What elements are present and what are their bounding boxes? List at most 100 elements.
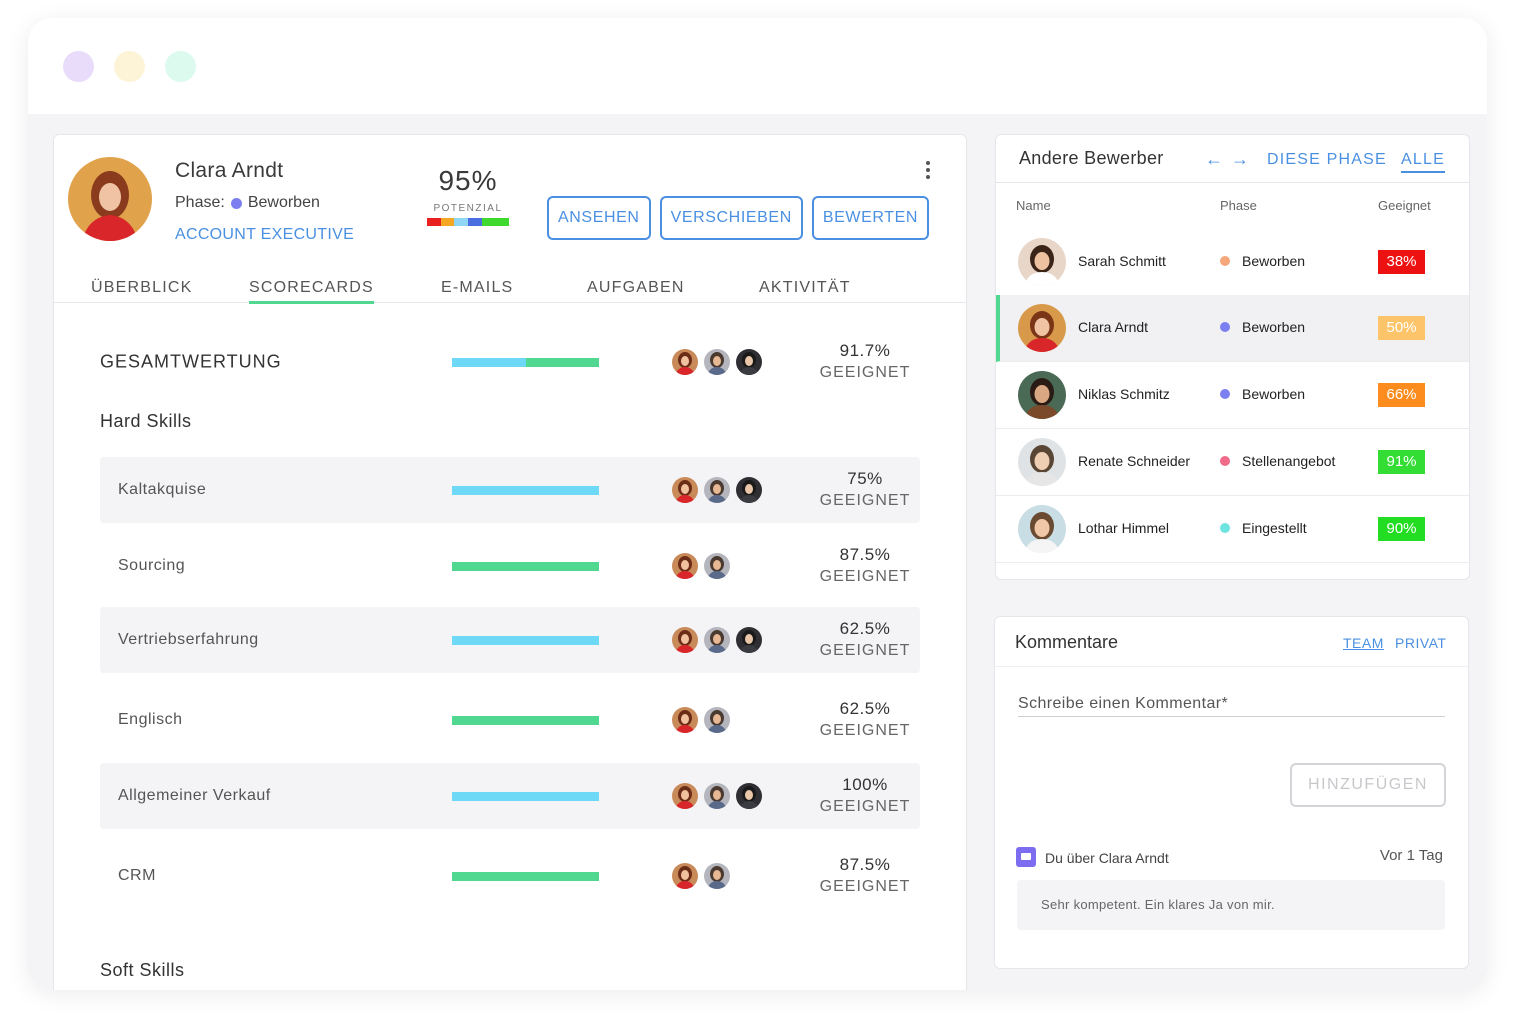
candidate-row[interactable]: Niklas Schmitz Beworben 66% <box>996 362 1469 429</box>
candidate-row-phase-label: Beworben <box>1242 386 1306 402</box>
reviewer-avatars <box>672 627 762 653</box>
window-dot-yellow[interactable] <box>114 51 145 82</box>
more-options-icon[interactable] <box>925 161 931 179</box>
score-percent: 75% <box>847 469 883 488</box>
candidate-row[interactable]: Lothar Himmel Eingestellt 90% <box>996 496 1469 563</box>
score-row[interactable]: Sourcing 87.5% GEEIGNET <box>100 533 920 599</box>
fit-badge: 66% <box>1378 383 1425 407</box>
candidate-row-avatar <box>1018 505 1066 553</box>
fit-badge: 50% <box>1378 316 1425 340</box>
potential-bar-segment <box>454 218 469 226</box>
candidate-phase-label: Phase: <box>175 194 225 211</box>
candidate-row-avatar <box>1018 304 1066 352</box>
potential-score: 95% POTENZIAL <box>427 165 510 226</box>
candidate-avatar <box>68 157 152 241</box>
candidate-panel: Clara Arndt Phase: Beworben ACCOUNT EXEC… <box>53 134 967 990</box>
score-percent: 87.5% <box>839 545 891 564</box>
comment-time: Vor 1 Tag <box>1379 847 1443 864</box>
other-candidates-header: Andere Bewerber ← → DIESE PHASE ALLE <box>996 135 1469 183</box>
reviewer-avatar <box>704 863 730 889</box>
filter-this-phase[interactable]: DIESE PHASE <box>1267 151 1387 168</box>
score-label: CRM <box>118 867 156 884</box>
score-row[interactable]: Englisch 62.5% GEEIGNET <box>100 687 920 753</box>
reviewer-avatar <box>736 783 762 809</box>
score-row[interactable]: Vertriebserfahrung 62.5% GEEIGNET <box>100 607 920 673</box>
score-bar <box>452 716 599 725</box>
candidate-row-name: Niklas Schmitz <box>1078 386 1170 402</box>
score-percent: 87.5% <box>839 855 891 874</box>
filter-all[interactable]: ALLE <box>1401 151 1445 173</box>
candidate-row-phase: Beworben <box>1220 253 1305 269</box>
rate-button[interactable]: BEWERTEN <box>811 196 930 240</box>
score-unit: GEEIGNET <box>819 492 911 509</box>
arrow-left-icon[interactable]: ← <box>1205 149 1223 169</box>
score-unit: GEEIGNET <box>819 364 911 381</box>
candidate-role-link[interactable]: ACCOUNT EXECUTIVE <box>175 226 355 243</box>
window-dot-purple[interactable] <box>63 51 94 82</box>
potential-value: 95% <box>438 165 498 196</box>
reviewer-avatars <box>672 553 730 579</box>
tab-emails[interactable]: E-MAILS <box>441 279 514 296</box>
comment-author: Du über Clara Arndt <box>1045 850 1169 866</box>
fit-badge: 90% <box>1378 517 1425 541</box>
candidate-row[interactable]: Renate Schneider Stellenangebot 91% <box>996 429 1469 496</box>
score-bar <box>452 562 599 571</box>
comments-header: Kommentare TEAM PRIVAT <box>995 617 1468 667</box>
score-label: Allgemeiner Verkauf <box>118 787 271 804</box>
comment-icon <box>1016 847 1036 867</box>
column-header-name: Name <box>1016 198 1051 213</box>
candidate-row-avatar <box>1018 371 1066 419</box>
reviewer-avatars <box>672 863 730 889</box>
fit-badge: 38% <box>1378 250 1425 274</box>
reviewer-avatars <box>672 477 762 503</box>
score-unit: GEEIGNET <box>819 642 911 659</box>
candidate-phase: Phase: Beworben <box>175 194 320 212</box>
arrow-right-icon[interactable]: → <box>1231 149 1249 169</box>
score-bar-segment <box>452 358 526 367</box>
add-comment-button[interactable]: HINZUFÜGEN <box>1290 763 1446 807</box>
score-row[interactable]: Kaltakquise 75% GEEIGNET <box>100 457 920 523</box>
candidate-phase-value: Beworben <box>247 194 320 211</box>
tab-activity[interactable]: AKTIVITÄT <box>759 279 851 296</box>
reviewer-avatars <box>672 707 730 733</box>
potential-bar-segment <box>427 218 441 226</box>
window-dot-green[interactable] <box>165 51 196 82</box>
reviewer-avatar <box>672 553 698 579</box>
score-row[interactable]: Allgemeiner Verkauf 100% GEEIGNET <box>100 763 920 829</box>
view-button[interactable]: ANSEHEN <box>547 196 651 240</box>
phase-dot <box>1220 389 1230 399</box>
candidate-row-name: Sarah Schmitt <box>1078 253 1166 269</box>
candidate-row[interactable]: Sarah Schmitt Beworben 38% <box>996 229 1469 296</box>
score-label: Sourcing <box>118 557 186 574</box>
candidate-row-phase-label: Beworben <box>1242 253 1306 269</box>
window-titlebar <box>28 18 1487 114</box>
candidate-row[interactable]: Clara Arndt Beworben 50% <box>996 295 1469 362</box>
comments-tab-private[interactable]: PRIVAT <box>1395 635 1447 651</box>
score-value: 87.5% GEEIGNET <box>800 544 930 588</box>
score-percent: 62.5% <box>839 619 891 638</box>
candidate-tabs: ÜBERBLICK SCORECARDS E-MAILS AUFGABEN AK… <box>54 275 966 304</box>
reviewer-avatar <box>704 349 730 375</box>
candidate-row-phase-label: Beworben <box>1242 319 1306 335</box>
comments-tab-team[interactable]: TEAM <box>1343 635 1384 651</box>
score-bar-fill <box>452 792 599 801</box>
score-bar <box>452 486 599 495</box>
comment-input[interactable] <box>1018 691 1445 717</box>
score-bar-fill <box>452 872 599 881</box>
reviewer-avatar <box>672 627 698 653</box>
candidate-row-phase-label: Stellenangebot <box>1242 453 1336 469</box>
reviewer-avatar <box>672 707 698 733</box>
tab-tasks[interactable]: AUFGABEN <box>587 279 685 296</box>
score-value: 87.5% GEEIGNET <box>800 854 930 898</box>
tab-overview[interactable]: ÜBERBLICK <box>91 279 193 296</box>
move-button[interactable]: VERSCHIEBEN <box>659 196 803 240</box>
score-row[interactable]: CRM 87.5% GEEIGNET <box>100 843 920 909</box>
reviewer-avatar <box>736 477 762 503</box>
score-unit: GEEIGNET <box>819 798 911 815</box>
score-unit: GEEIGNET <box>819 568 911 585</box>
tab-scorecards[interactable]: SCORECARDS <box>249 279 374 304</box>
score-value: 91.7% GEEIGNET <box>800 340 930 384</box>
score-value: 62.5% GEEIGNET <box>800 698 930 742</box>
candidate-row-phase: Beworben <box>1220 319 1305 335</box>
column-header-fit: Geeignet <box>1378 198 1431 213</box>
